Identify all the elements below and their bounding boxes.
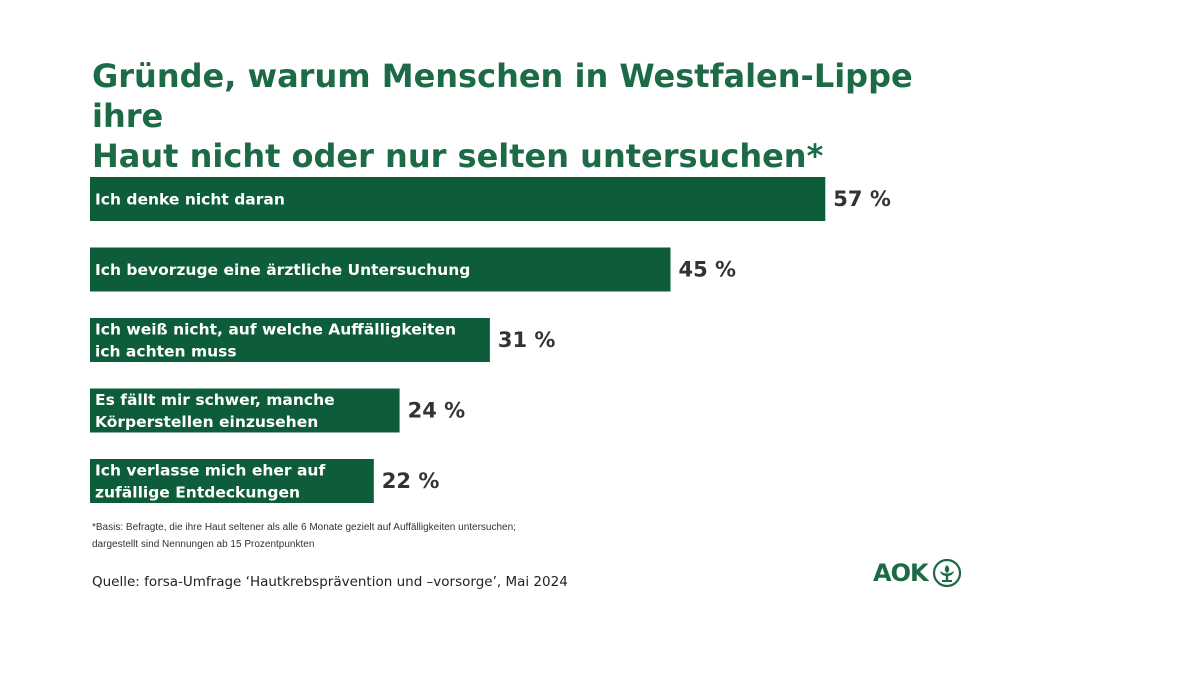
bar-3-label-line-1: Ich weiß nicht, auf welche Auffälligkeit… bbox=[95, 321, 456, 339]
aok-logo: AOK bbox=[873, 558, 962, 588]
chart-title-line-1: Gründe, warum Menschen in Westfalen-Lipp… bbox=[92, 57, 913, 135]
logo-text: AOK bbox=[873, 559, 929, 587]
bar-2 bbox=[90, 247, 671, 292]
bar-5 bbox=[90, 459, 374, 503]
bar-1-value-label: 57 % bbox=[833, 187, 891, 211]
bar-2-value-label: 45 % bbox=[679, 258, 737, 282]
bar-4-label-line-2: Körperstellen einzusehen bbox=[95, 413, 318, 431]
bar-3-label-line-2: ich achten muss bbox=[95, 343, 237, 361]
bar-3 bbox=[90, 318, 490, 362]
bar-4-value-label: 24 % bbox=[408, 399, 466, 423]
aok-tree-icon bbox=[932, 558, 961, 588]
bar-5-label-line-1: Ich verlasse mich eher auf bbox=[95, 462, 325, 480]
source-note: Quelle: forsa-Umfrage ‘Hautkrebspräventi… bbox=[92, 574, 568, 590]
bar-4 bbox=[90, 388, 400, 433]
chart-title-line-2: Haut nicht oder nur selten untersuchen* bbox=[92, 137, 824, 175]
chart-title: Gründe, warum Menschen in Westfalen-Lipp… bbox=[92, 56, 992, 176]
footnote-line-1: *Basis: Befragte, die ihre Haut seltener… bbox=[92, 522, 516, 533]
footnote: *Basis: Befragte, die ihre Haut seltener… bbox=[92, 519, 516, 553]
bar-1-label-line-1: Ich denke nicht daran bbox=[95, 191, 285, 209]
bar-5-value-label: 22 % bbox=[382, 469, 440, 493]
footnote-line-2: dargestellt sind Nennungen ab 15 Prozent… bbox=[92, 539, 315, 550]
bar-5-label-line-2: zufällige Entdeckungen bbox=[95, 484, 300, 502]
bar-3-value-label: 31 % bbox=[498, 328, 556, 352]
bar-1 bbox=[90, 177, 826, 221]
bar-4-label-line-1: Es fällt mir schwer, manche bbox=[95, 391, 335, 409]
bar-2-label-line-1: Ich bevorzuge eine ärztliche Untersuchun… bbox=[95, 261, 470, 279]
bar-chart: Ich denke nicht daran 57 % Ich bevorzuge e… bbox=[90, 177, 891, 503]
